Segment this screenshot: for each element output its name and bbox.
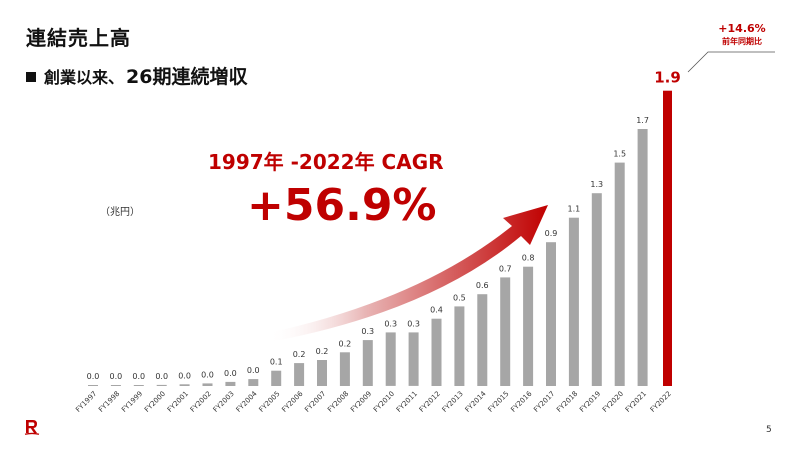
data-label-fy2013: 0.5 <box>453 293 466 302</box>
data-label-fy2020: 1.5 <box>613 150 626 159</box>
tick-label-fy2013: FY2013 <box>441 390 465 414</box>
data-label-fy2014: 0.6 <box>476 281 489 290</box>
bar-fy2014 <box>477 294 488 386</box>
tick-label-fy2005: FY2005 <box>257 390 281 414</box>
bar-fy2012 <box>431 318 442 386</box>
bar-fy2000 <box>156 384 167 386</box>
rakuten-logo-icon <box>24 420 40 435</box>
bar-fy2016 <box>523 266 534 386</box>
yoy-callout-line <box>687 51 775 73</box>
tick-label-fy2003: FY2003 <box>212 390 236 414</box>
growth-arrow-icon <box>268 205 548 342</box>
data-label-fy1997: 0.0 <box>87 372 100 381</box>
bar-fy2004 <box>248 379 259 386</box>
tick-label-fy2010: FY2010 <box>372 390 396 414</box>
data-label-fy2002: 0.0 <box>201 370 214 379</box>
unit-label: （兆円） <box>100 207 140 218</box>
tick-label-fy2004: FY2004 <box>235 389 260 414</box>
data-label-fy2000: 0.0 <box>155 372 168 381</box>
tick-label-fy2006: FY2006 <box>280 389 305 414</box>
data-label-fy2021: 1.7 <box>636 116 649 125</box>
tick-label-fy2012: FY2012 <box>418 390 442 414</box>
tick-label-fy2002: FY2002 <box>189 390 213 414</box>
cagr-label: 1997年 -2022年 CAGR <box>208 150 444 174</box>
tick-label-fy2018: FY2018 <box>555 390 579 414</box>
data-label-fy2004: 0.0 <box>247 366 260 375</box>
tick-label-fy1999: FY1999 <box>120 390 144 414</box>
data-label-fy2008: 0.2 <box>339 339 352 348</box>
data-label-fy2009: 0.3 <box>361 327 374 336</box>
data-label-fy2019: 1.3 <box>590 180 603 189</box>
bar-fy2015 <box>500 277 511 386</box>
tick-label-fy2015: FY2015 <box>486 390 510 414</box>
bar-fy1998 <box>110 385 121 386</box>
data-label-fy2022: 1.9 <box>654 69 681 87</box>
bar-fy2019 <box>591 193 602 386</box>
tick-label-fy2000: FY2000 <box>143 390 167 414</box>
tick-label-fy2016: FY2016 <box>509 389 534 414</box>
tick-label-fy1997: FY1997 <box>74 390 98 414</box>
tick-label-fy2014: FY2014 <box>464 389 489 414</box>
tick-label-fy2020: FY2020 <box>601 390 625 414</box>
data-label-fy2005: 0.1 <box>270 358 283 367</box>
subtitle-prefix: 創業以来、 <box>44 68 125 87</box>
bar-fy2021 <box>637 129 648 386</box>
tick-label-fy2011: FY2011 <box>395 390 419 414</box>
bar-fy2009 <box>362 340 373 386</box>
page-subtitle: 創業以来、 26期連続増収 <box>26 62 247 89</box>
tick-label-fy2007: FY2007 <box>303 390 327 414</box>
bar-fy2008 <box>339 352 350 386</box>
bar-fy2020 <box>614 162 625 386</box>
data-label-fy2016: 0.8 <box>522 254 535 263</box>
bar-fy2013 <box>454 306 465 386</box>
bar-fy2017 <box>546 242 556 386</box>
data-label-fy2006: 0.2 <box>293 350 306 359</box>
data-label-fy2015: 0.7 <box>499 264 512 273</box>
page-number: 5 <box>766 425 772 435</box>
bar-fy2022 <box>663 90 672 386</box>
tick-label-fy2008: FY2008 <box>326 390 350 414</box>
bar-fy2018 <box>568 217 579 386</box>
yoy-value: +14.6% <box>718 22 766 35</box>
tick-label-fy2017: FY2017 <box>532 390 556 414</box>
cagr-value: +56.9% <box>247 180 437 231</box>
data-label-fy1999: 0.0 <box>132 372 145 381</box>
tick-label-fy2001: FY2001 <box>166 390 190 414</box>
data-label-fy1998: 0.0 <box>110 372 123 381</box>
bar-fy2006 <box>294 363 305 386</box>
data-label-fy2011: 0.3 <box>407 319 420 328</box>
bar-fy2005 <box>271 370 282 386</box>
data-label-fy2001: 0.0 <box>178 371 191 380</box>
data-label-fy2007: 0.2 <box>316 347 329 356</box>
bar-fy2001 <box>179 384 190 386</box>
square-bullet-icon <box>26 72 36 82</box>
subtitle-emphasis: 26期連続増収 <box>126 66 248 88</box>
yoy-label: 前年同期比 <box>722 37 762 46</box>
data-label-fy2017: 0.9 <box>545 229 558 238</box>
bar-fy2011 <box>408 332 419 386</box>
tick-label-fy1998: FY1998 <box>97 390 121 414</box>
bar-fy2003 <box>225 381 236 386</box>
bar-fy1997 <box>88 385 98 386</box>
bar-fy2002 <box>202 383 213 386</box>
bar-fy2007 <box>317 360 327 386</box>
page-title: 連結売上高 <box>26 26 131 50</box>
data-label-fy2018: 1.1 <box>568 205 581 214</box>
yoy-callout: +14.6% 前年同期比 <box>712 22 772 47</box>
bar-fy2010 <box>385 332 396 386</box>
data-label-fy2012: 0.4 <box>430 306 443 315</box>
tick-label-fy2009: FY2009 <box>349 390 373 414</box>
data-label-fy2003: 0.0 <box>224 369 237 378</box>
data-label-fy2010: 0.3 <box>384 319 397 328</box>
tick-label-fy2022: FY2022 <box>649 390 673 414</box>
tick-label-fy2019: FY2019 <box>578 390 602 414</box>
bar-fy1999 <box>133 385 144 386</box>
tick-label-fy2021: FY2021 <box>624 390 648 414</box>
